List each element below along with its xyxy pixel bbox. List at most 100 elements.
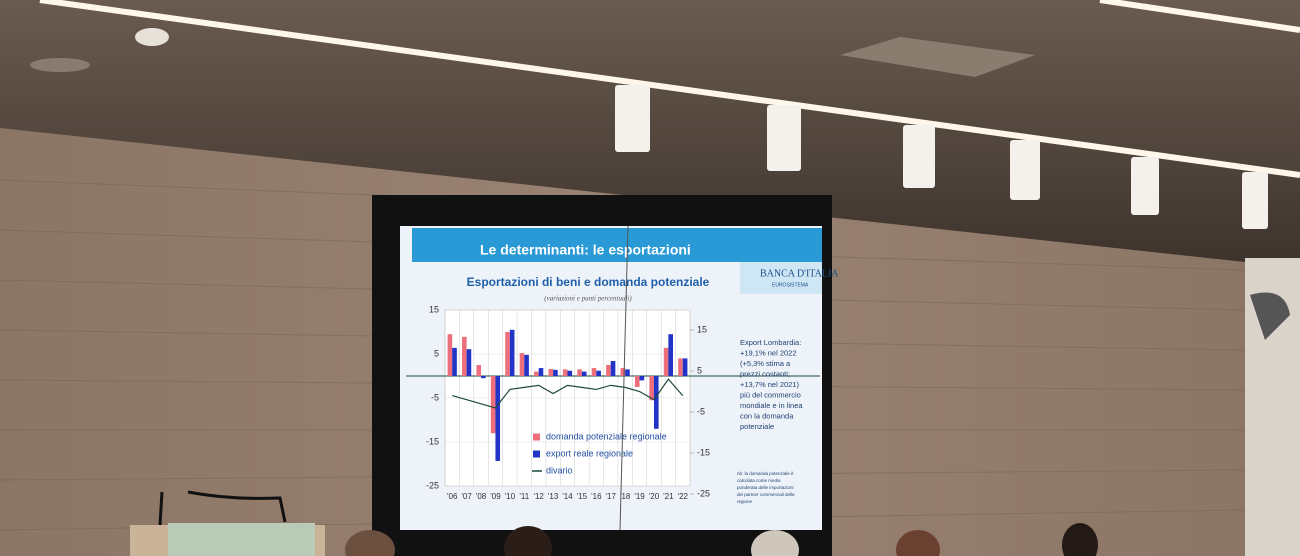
line (452, 378, 684, 409)
y2-tick-label: 5 (697, 365, 702, 375)
bar (596, 370, 601, 376)
y-tick-label: 5 (434, 348, 439, 358)
bar (581, 371, 587, 376)
bar (668, 334, 673, 376)
bar (481, 376, 486, 379)
light-strip (1099, 0, 1300, 33)
bar (567, 370, 573, 376)
footnote-line: ponderata delle importazioni (737, 485, 794, 490)
note-line: prezzi costanti; (740, 369, 790, 378)
x-tick-label: '07 (461, 492, 472, 501)
bar (519, 353, 525, 376)
x-tick-label: '17 (606, 492, 617, 501)
legend-label: divario (546, 465, 573, 475)
bar (538, 368, 544, 376)
x-tick-label: '16 (591, 492, 602, 501)
bar (495, 376, 501, 461)
spotlights (615, 85, 1268, 229)
microphones (158, 490, 287, 526)
bar (606, 365, 611, 376)
note-line: potenziale (740, 422, 774, 431)
legend-swatch (533, 450, 540, 458)
smoke-detector (135, 28, 169, 46)
bar (490, 376, 496, 434)
y-tick-label: -15 (426, 436, 439, 446)
bar (548, 368, 554, 376)
x-tick-label: '10 (505, 492, 516, 501)
slide-header-band (412, 228, 822, 262)
bar (620, 368, 626, 376)
podium-panel (168, 523, 315, 556)
note-line: (+5,3% stima a (740, 359, 791, 368)
bar (562, 369, 568, 376)
legend-label: domanda potenziale regionale (546, 431, 667, 441)
y2-tick-label: -5 (697, 406, 705, 416)
y2-tick-label: -25 (697, 488, 710, 498)
note-line: +13,7% nel 2021) (740, 380, 800, 389)
logo: BANCA D'ITALIA (760, 268, 839, 279)
vent (840, 37, 1035, 77)
x-tick-label: '09 (490, 492, 501, 501)
x-tick-label: '13 (548, 492, 559, 501)
bar (653, 376, 659, 429)
plot: 15 5 -5 -15 -25 15 5 -5 -15 -25 '06'07 '08'09 '10'11… (406, 304, 820, 501)
footnote-line: regione (737, 499, 753, 504)
x-tick-label: '15 (577, 492, 588, 501)
logo-band (740, 262, 822, 294)
bar (447, 334, 453, 376)
chart-subtitle: (variazioni e punti percentuali) (544, 295, 632, 303)
x-tick-label: '14 (562, 492, 573, 501)
side-note: Export Lombardia:+19,1% nel 2022 (+5,3% s… (737, 338, 803, 504)
y-tick-label: -25 (426, 480, 439, 490)
x-tick-label: '20 (649, 492, 660, 501)
bar (476, 365, 482, 376)
bar (682, 358, 688, 376)
bar (663, 347, 669, 376)
bar (678, 358, 683, 376)
bar (452, 347, 457, 376)
x-tick-label: '11 (519, 492, 529, 501)
note-line: Export Lombardia: (740, 338, 801, 347)
bar (634, 376, 640, 387)
x-tick-label: '19 (634, 492, 645, 501)
bar (505, 332, 510, 376)
x-tick-label: '21 (663, 492, 674, 501)
legend-label: export reale regionale (546, 448, 633, 458)
note-line: +19,1% nel 2022 (740, 348, 797, 357)
footnote-line: dei partner commerciali della (737, 492, 795, 497)
bar (534, 371, 539, 376)
x-tick-label: '08 (476, 492, 487, 501)
bar (591, 368, 597, 376)
note-line: mondiale e in linea (740, 401, 803, 410)
bar (524, 354, 529, 376)
light-strip (39, 0, 1300, 178)
bar (649, 376, 654, 401)
bar (466, 349, 472, 376)
chart-title: Esportazioni di beni e domanda potenzial… (467, 275, 710, 289)
x-tick-label: '22 (678, 492, 689, 501)
footnote-line: nb: la domanda potenziale è (737, 471, 794, 476)
bar (577, 369, 582, 376)
bar (509, 329, 515, 376)
bar (553, 369, 558, 376)
note-line: più del commercio (740, 390, 801, 399)
slide-header: Le determinanti: le esportazioni (480, 242, 691, 258)
note-line: con la domanda (740, 411, 794, 420)
screen-seam (619, 225, 629, 531)
x-tick-label: '12 (533, 492, 544, 501)
x-tick-label: '18 (620, 492, 631, 501)
logo-sub: EUROSISTEMA (772, 282, 809, 288)
audience-heads (345, 523, 1098, 556)
y-tick-label: -5 (431, 392, 439, 402)
legend-swatch (533, 433, 540, 441)
y-tick-label: 15 (429, 304, 439, 314)
speaker (1250, 292, 1290, 340)
ceiling-fixture (30, 58, 90, 72)
bar (639, 376, 645, 381)
x-tick-label: '06 (447, 492, 458, 501)
bar (462, 336, 467, 376)
y2-tick-label: -15 (697, 447, 710, 457)
bar (610, 361, 616, 376)
bar (625, 369, 630, 376)
